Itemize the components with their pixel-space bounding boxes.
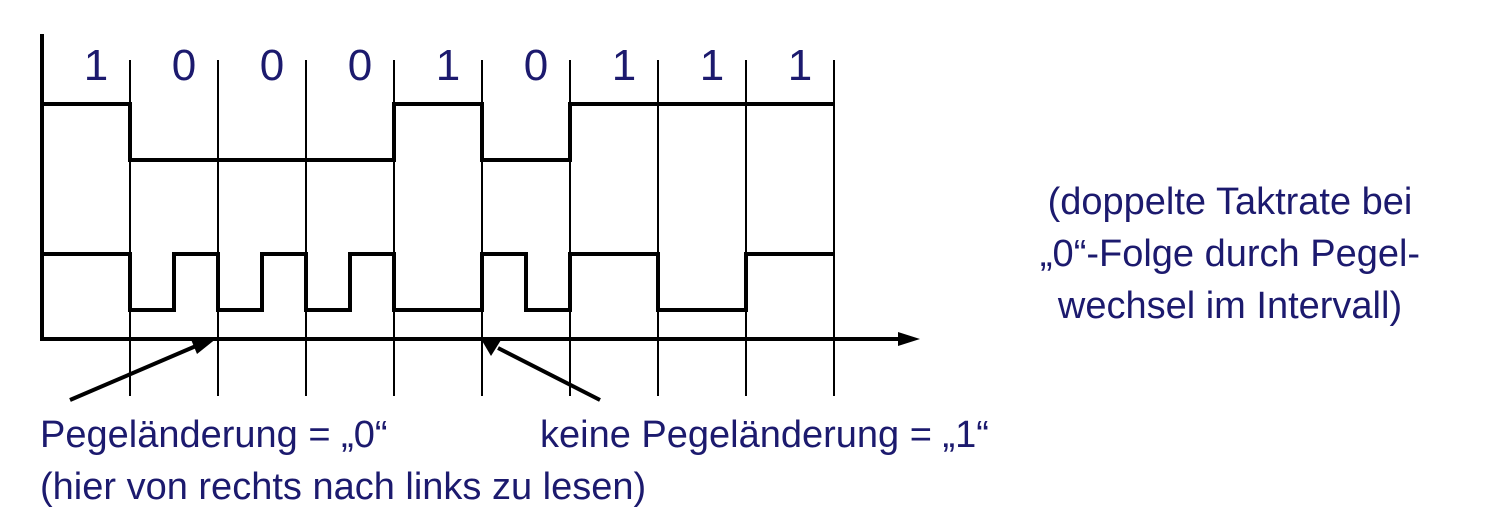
bit-label: 1 <box>700 41 724 90</box>
note-line-1: (doppelte Taktrate bei <box>1047 181 1413 223</box>
bit-label: 1 <box>84 41 108 90</box>
bit-label: 1 <box>436 41 460 90</box>
pointer-arrow-one <box>481 339 601 402</box>
note-line-3: wechsel im Intervall) <box>1057 285 1403 327</box>
clocked-signal-line <box>42 252 834 312</box>
bit-label: 0 <box>172 41 196 90</box>
note-line-2: „0“-Folge durch Pegel- <box>1039 233 1421 275</box>
bit-label: 0 <box>260 41 284 90</box>
note-block: (doppelte Taktrate bei „0“-Folge durch P… <box>990 176 1470 332</box>
label-no-level-change-one: keine Pegeländerung = „1“ <box>540 414 989 456</box>
bit-label: 0 <box>348 41 372 90</box>
nrz-signal-line <box>42 102 834 162</box>
label-read-direction: (hier von rechts nach links zu lesen) <box>40 466 647 508</box>
bit-label: 1 <box>612 41 636 90</box>
time-axis-arrowhead <box>898 332 920 346</box>
bit-label: 0 <box>524 41 548 90</box>
pointer-arrow-zero <box>69 337 217 402</box>
label-level-change-zero: Pegeländerung = „0“ <box>40 414 388 456</box>
bit-label: 1 <box>788 41 812 90</box>
bit-labels: 1 0 0 0 1 0 1 1 1 <box>84 41 812 90</box>
